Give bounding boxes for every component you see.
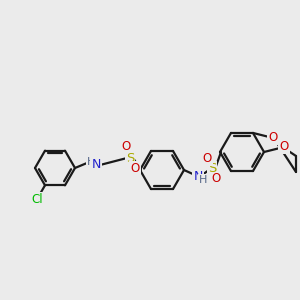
Text: O: O [122,140,130,152]
Text: O: O [212,172,220,185]
Text: N: N [193,169,203,182]
Text: Cl: Cl [31,193,43,206]
Text: O: O [268,131,278,144]
Text: O: O [130,161,140,175]
Text: H: H [199,175,207,185]
Text: O: O [202,152,211,166]
Text: H: H [87,157,95,167]
Text: S: S [126,152,134,164]
Text: S: S [208,163,216,176]
Text: N: N [91,158,101,170]
Text: O: O [279,140,289,154]
